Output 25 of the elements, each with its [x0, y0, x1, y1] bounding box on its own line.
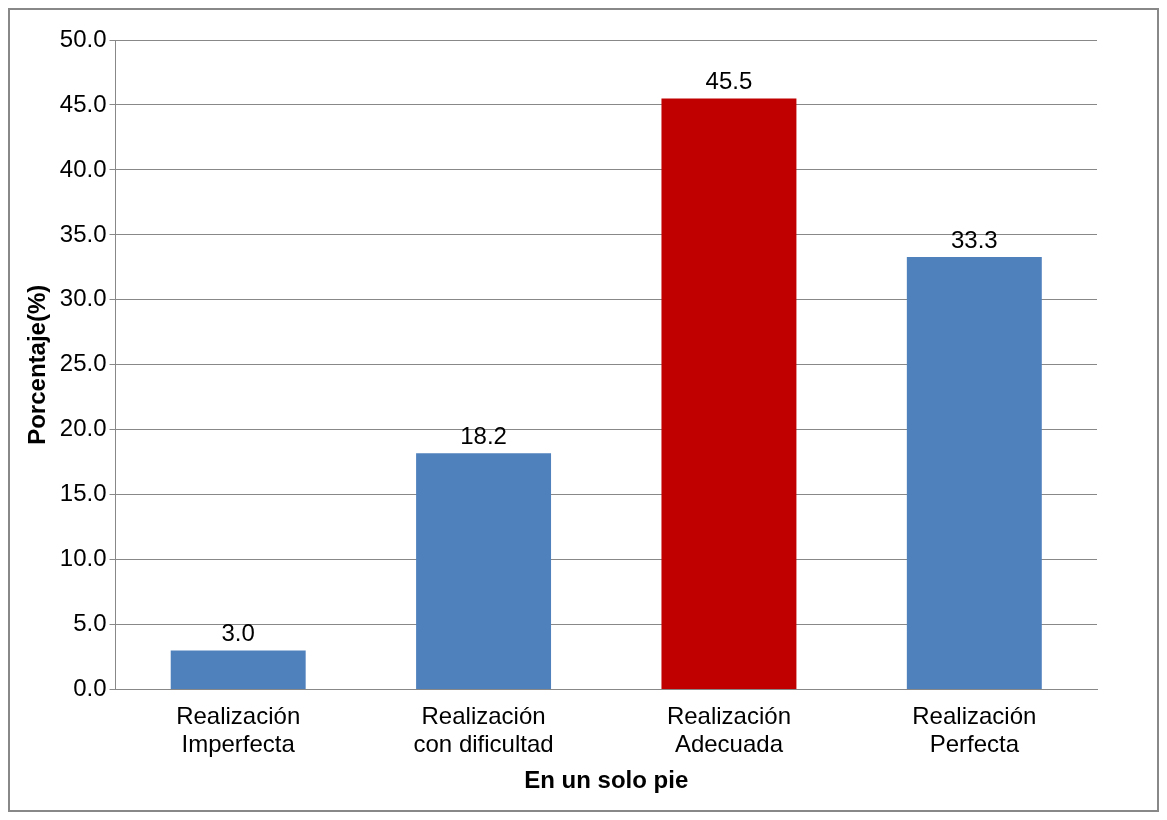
y-axis-title: Porcentaje(%): [23, 284, 51, 445]
data-label: 45.5: [705, 67, 753, 95]
y-tick-label: 0.0: [73, 674, 107, 702]
y-tick-label: 20.0: [59, 414, 107, 442]
y-tick-label: 30.0: [59, 284, 107, 312]
data-label: 33.3: [950, 225, 998, 253]
y-tick-label: 40.0: [59, 154, 107, 182]
x-tick-label: Realización Perfecta: [912, 701, 1037, 758]
y-tick-label: 35.0: [59, 219, 107, 247]
y-tick-label: 25.0: [59, 349, 107, 377]
bar: [416, 453, 552, 690]
data-label: 3.0: [221, 619, 255, 647]
x-tick-label: Realización con dificultad: [413, 701, 554, 758]
y-tick-label: 45.0: [59, 89, 107, 117]
x-axis-title: En un solo pie: [524, 766, 689, 794]
bar: [906, 256, 1042, 690]
y-tick-label: 10.0: [59, 544, 107, 572]
y-tick-label: 15.0: [59, 479, 107, 507]
y-tick-label: 5.0: [73, 609, 107, 637]
x-tick-label: Realización Adecuada: [666, 701, 791, 758]
bar: [170, 650, 306, 690]
bar: [661, 98, 797, 690]
x-tick-label: Realización Imperfecta: [176, 701, 301, 758]
y-tick-label: 50.0: [59, 24, 107, 52]
data-label: 18.2: [460, 421, 507, 449]
